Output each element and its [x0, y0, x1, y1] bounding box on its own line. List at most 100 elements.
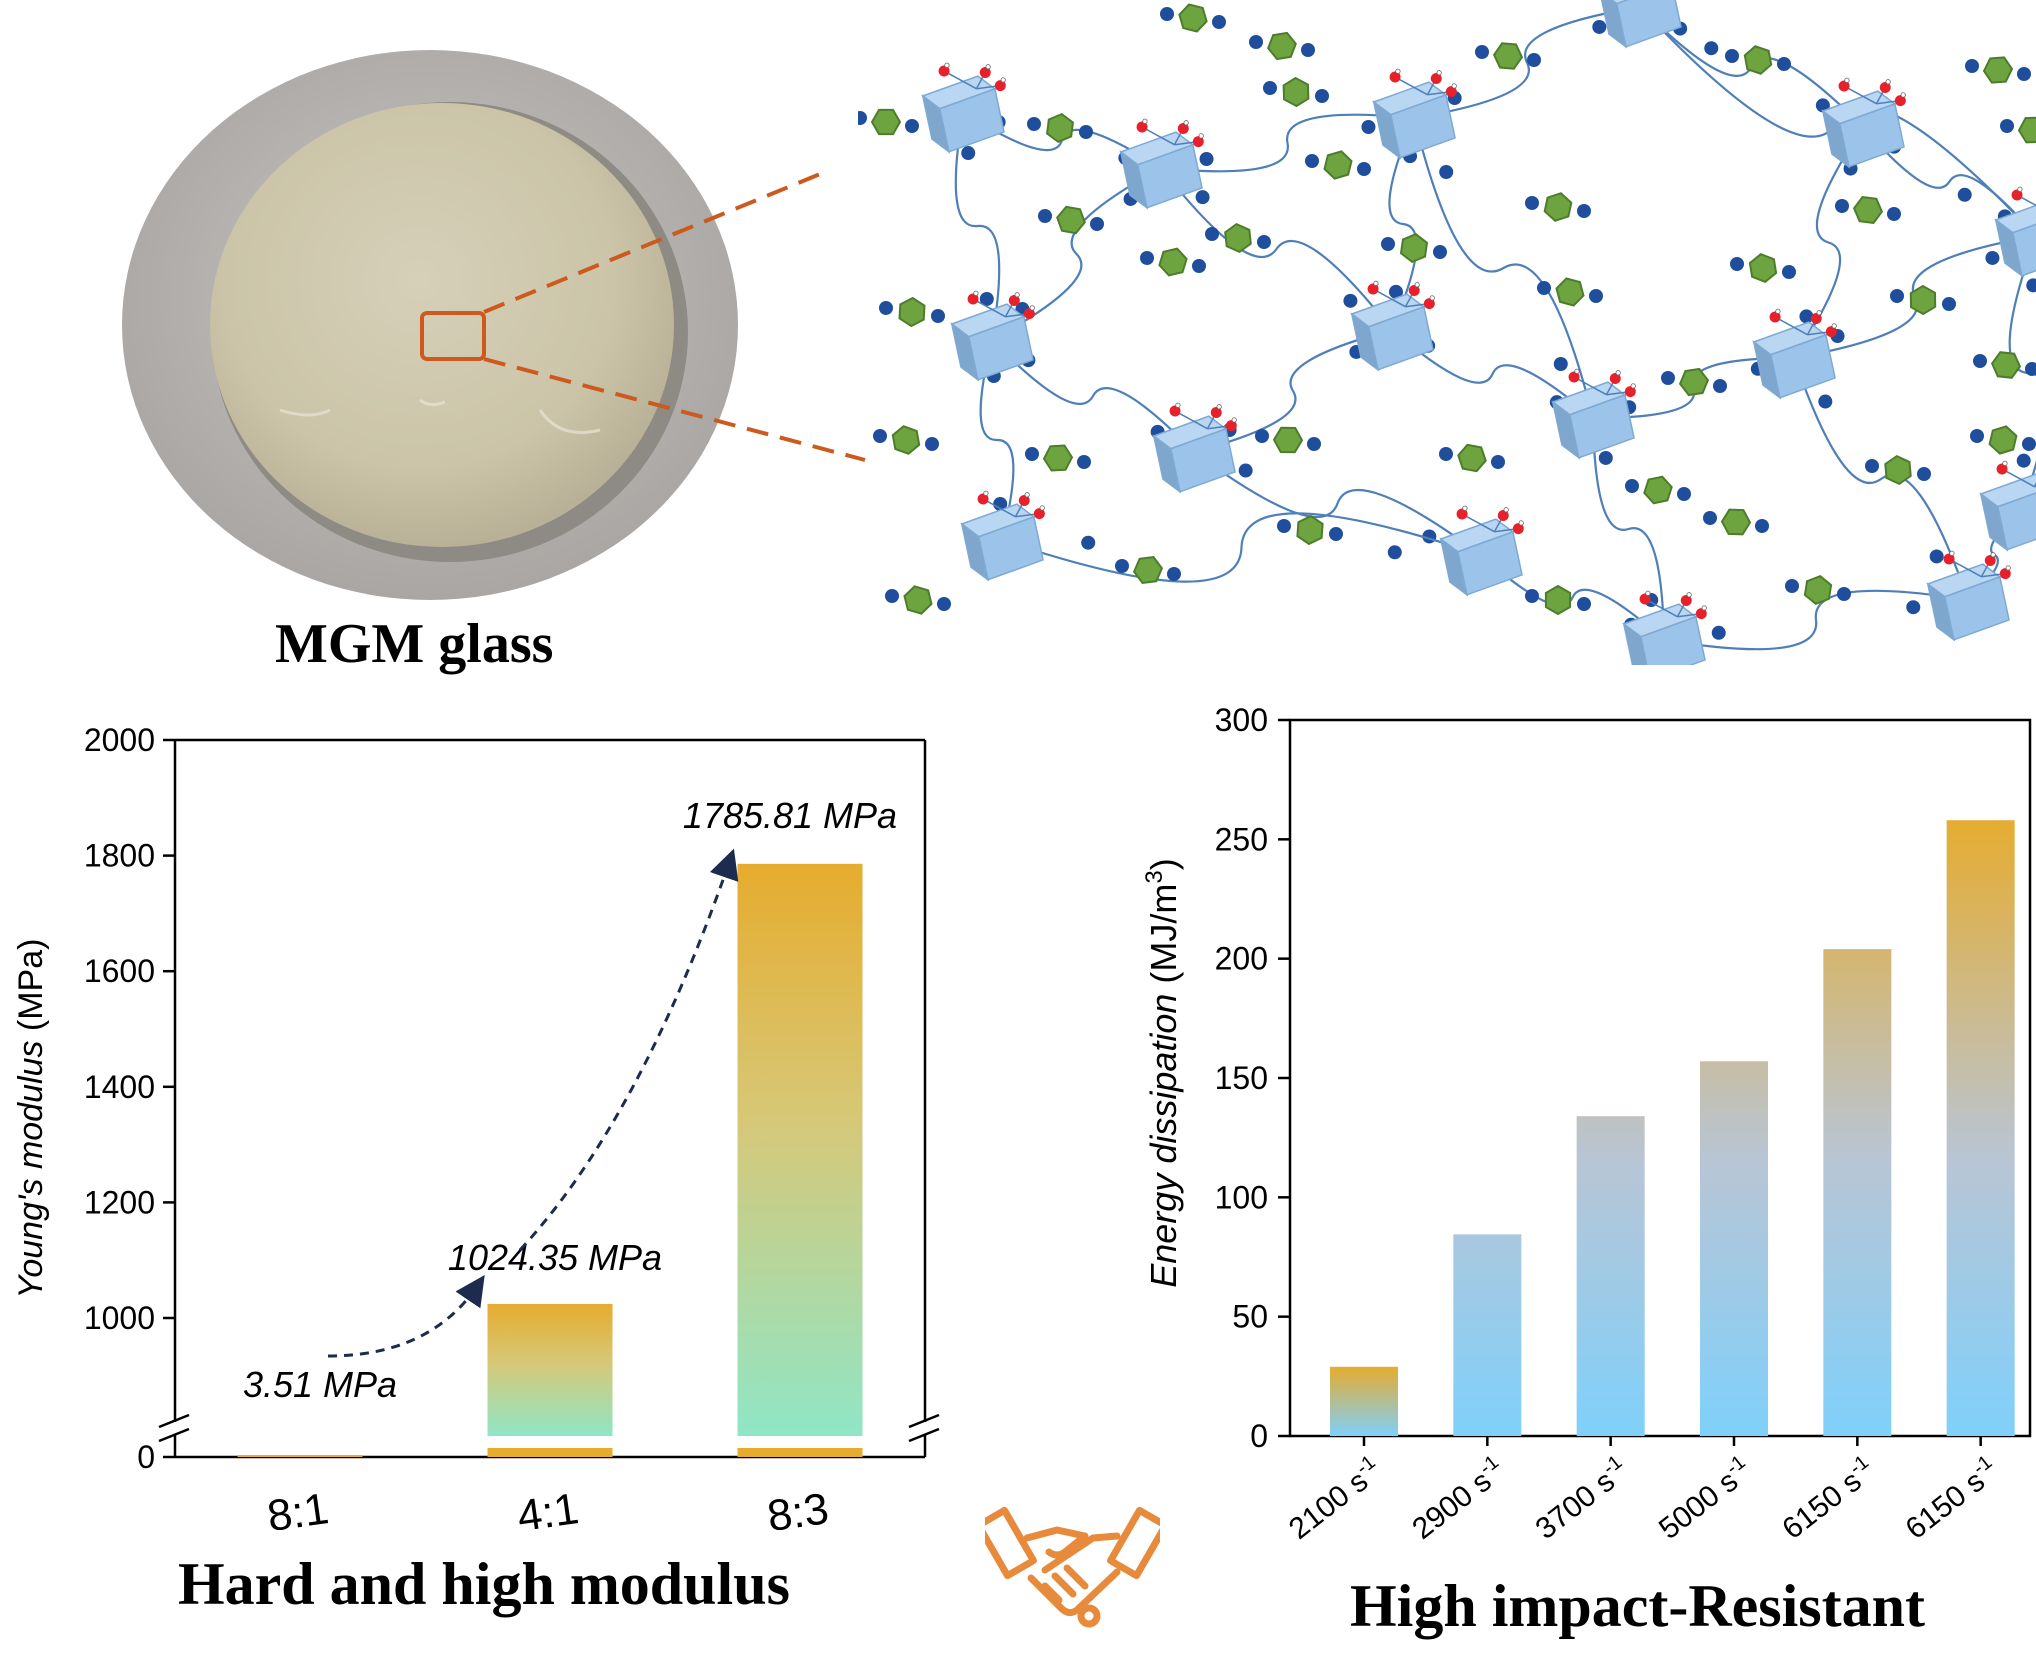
y-axis-title: Young's modulus (MPa)	[12, 939, 50, 1299]
linker-unit	[1725, 49, 1739, 63]
sample-photo	[122, 50, 738, 600]
hydrogen-atom	[1395, 68, 1401, 74]
y-tick-label: 1000	[84, 1300, 155, 1336]
hydroxyl-group	[1008, 295, 1020, 307]
y-tick-label: 200	[1215, 941, 1268, 977]
bar	[1330, 1366, 1398, 1436]
benzene-ring	[1158, 247, 1188, 277]
bar-base-segment	[487, 1448, 613, 1457]
benzene-ring	[1803, 575, 1833, 605]
cage-cube	[1439, 505, 1524, 597]
cube-front	[1769, 333, 1836, 399]
y-tick-label: 300	[1215, 702, 1268, 738]
cage-cube	[960, 490, 1045, 582]
hydrogen-atom	[1373, 280, 1379, 286]
hydrogen-atom	[1701, 605, 1707, 611]
linker-unit	[1140, 251, 1154, 265]
polymer-chain	[1160, 113, 1415, 173]
hydrogen-atom	[2002, 460, 2008, 466]
linker-unit	[1263, 81, 1277, 95]
benzene-ring	[898, 296, 926, 328]
benzene-ring	[2017, 116, 2036, 144]
linker-unit	[1167, 567, 1181, 581]
hydroxyl-group	[1639, 593, 1651, 605]
linker-unit	[1837, 587, 1851, 601]
hydroxyl-bond	[943, 70, 977, 90]
linker-unit	[885, 589, 899, 603]
x-tick-label: 6150 s-1	[1898, 1451, 2005, 1546]
linker-unit	[1307, 437, 1321, 451]
hydroxyl-bond	[1174, 410, 1208, 430]
hydroxyl-bond	[1774, 316, 1808, 336]
cube-front	[1996, 485, 2036, 551]
linker-unit	[1527, 53, 1541, 67]
linker-unit	[1589, 289, 1603, 303]
hydroxyl-bond	[1394, 76, 1428, 96]
benzene-ring	[1555, 277, 1585, 307]
hydrogen-atom	[1615, 370, 1621, 376]
linker-unit	[1835, 199, 1849, 213]
hydrogen-atom	[1024, 492, 1030, 498]
hydroxyl-group	[1018, 495, 1030, 507]
linker-unit	[1704, 41, 1719, 56]
x-tick-label: 6150 s-1	[1774, 1451, 1881, 1546]
benzene-ring	[903, 585, 933, 615]
benzene-ring	[1743, 45, 1773, 75]
y-tick-label: 100	[1215, 1179, 1268, 1215]
linker-unit	[1965, 59, 1979, 73]
polymer-chain	[1193, 451, 1482, 556]
y-tick-label: 150	[1215, 1060, 1268, 1096]
hydroxyl-group	[1769, 311, 1781, 323]
chart2-caption: High impact-Resistant	[1350, 1573, 1925, 1639]
hydroxyl-group	[1996, 463, 2008, 475]
hydroxyl-bond	[1461, 513, 1495, 533]
hydroxyl-bond	[972, 298, 1006, 318]
y-tick-label: 1600	[84, 953, 155, 989]
linker-unit	[1818, 394, 1833, 409]
data-label: 1785.81 MPa	[683, 795, 897, 836]
hydrogen-atom	[1990, 552, 1996, 558]
hydrogen-atom	[2005, 565, 2011, 571]
linker-unit	[1475, 45, 1489, 59]
hydroxyl-group	[994, 80, 1006, 92]
linker-unit	[1865, 459, 1879, 473]
linker-unit	[1081, 535, 1096, 550]
linker-unit	[1195, 190, 1210, 205]
linker-unit	[1799, 309, 1814, 324]
linker-unit	[979, 291, 994, 306]
benzene-ring	[1909, 284, 1937, 316]
benzene-ring	[1224, 222, 1252, 254]
cage-cube	[1926, 550, 2011, 642]
y-tick-label: 2000	[84, 722, 155, 758]
hydrogen-atom	[1014, 292, 1020, 298]
bar	[487, 1303, 613, 1436]
cage-cube	[1994, 186, 2036, 278]
x-tick-label: 2900 s-1	[1404, 1451, 1511, 1546]
linker-unit	[1713, 379, 1727, 393]
cube-front	[1568, 393, 1635, 459]
hydroxyl-group	[1838, 80, 1850, 92]
linker-unit	[1277, 519, 1291, 533]
hydroxyl-group	[1879, 82, 1891, 94]
y-tick-label: 50	[1232, 1299, 1268, 1335]
hydrogen-atom	[1000, 77, 1006, 83]
x-tick-label: 4:1	[514, 1484, 581, 1530]
trend-arrow	[327, 1275, 485, 1358]
polymer-chain	[1793, 126, 1864, 359]
benzene-ring	[1852, 196, 1884, 224]
hydrogen-atom	[985, 64, 991, 70]
hydrogen-atom	[944, 62, 950, 68]
benzene-ring	[1399, 232, 1429, 264]
linker-unit	[1711, 625, 1726, 640]
linker-unit	[1985, 250, 2000, 265]
cage-cube	[1821, 77, 1906, 169]
benzene-ring	[1296, 514, 1324, 546]
linker-unit	[2017, 67, 2031, 81]
benzene-ring	[1544, 584, 1572, 616]
benzene-ring	[1988, 425, 2018, 455]
trend-arrow	[518, 848, 739, 1252]
benzene-ring	[1457, 443, 1487, 473]
hydroxyl-group	[1408, 285, 1420, 297]
linker-unit	[1730, 257, 1744, 271]
linker-unit	[873, 429, 887, 443]
